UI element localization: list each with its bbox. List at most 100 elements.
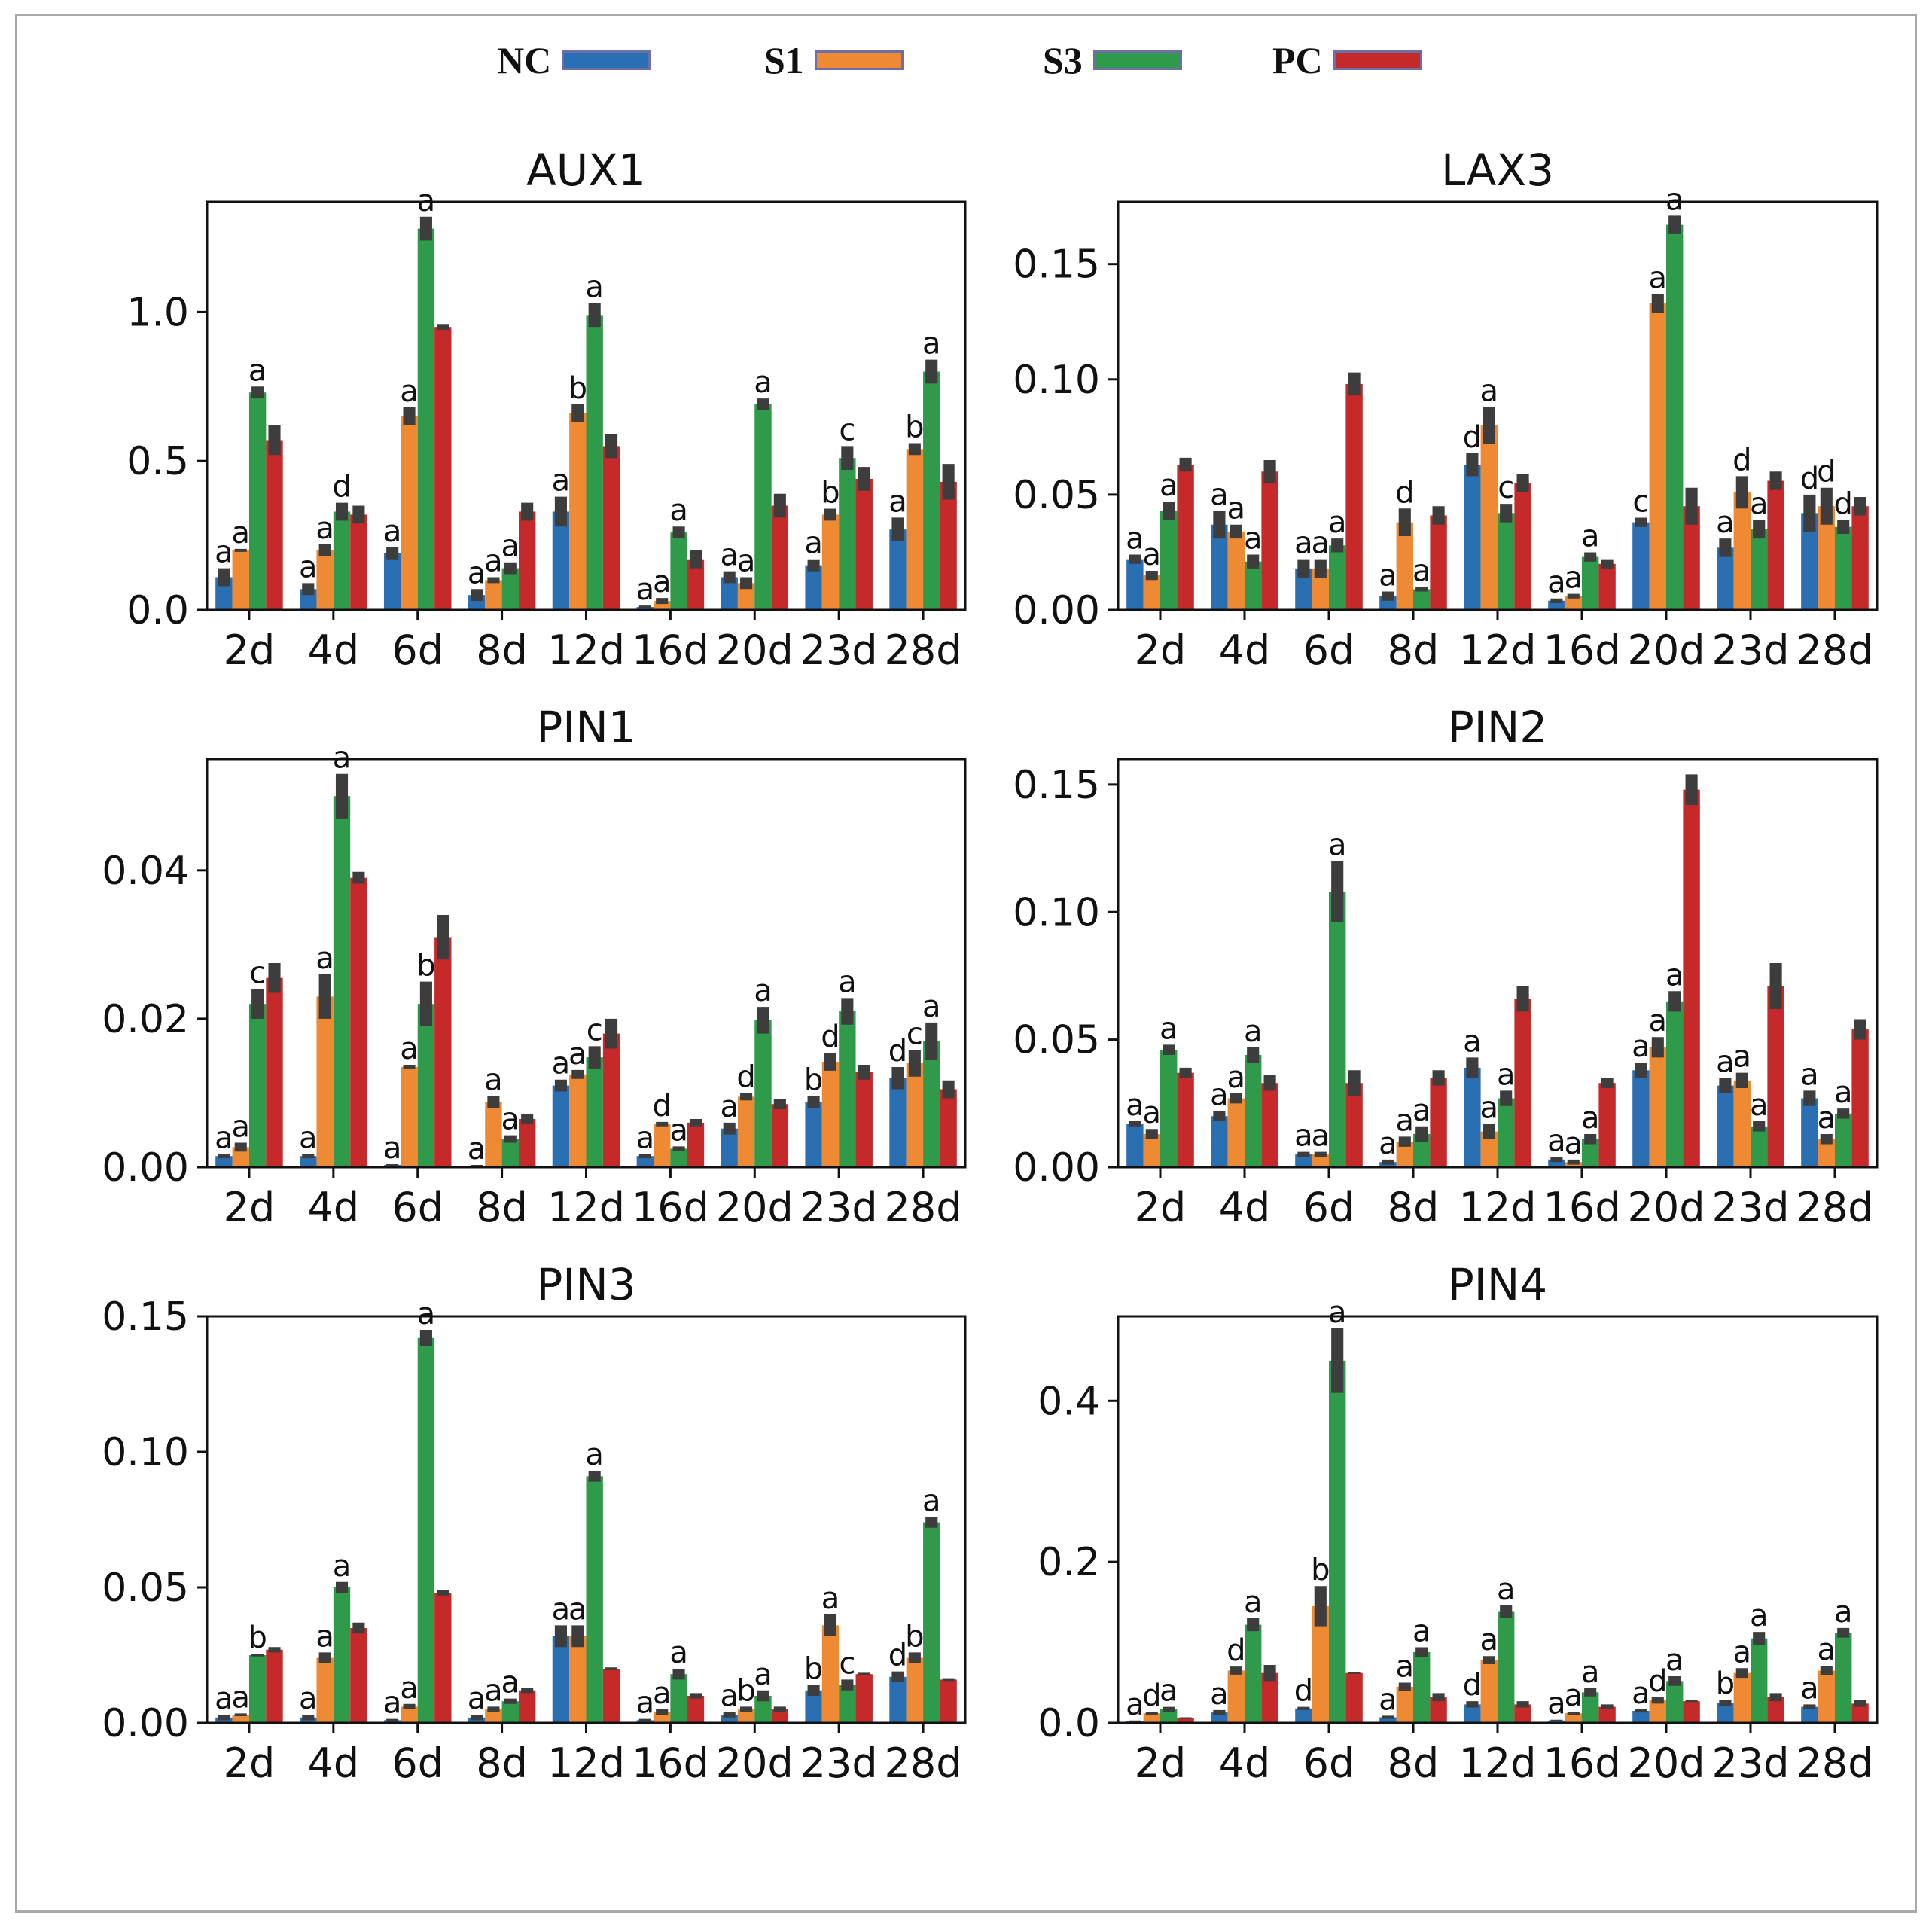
bar-pc-16d bbox=[687, 559, 705, 610]
bar-pc-2d bbox=[266, 1649, 283, 1723]
significance-letter: b bbox=[248, 1621, 267, 1655]
x-tick-label: 23d bbox=[800, 627, 878, 674]
bar-s3-20d bbox=[754, 1020, 772, 1167]
significance-letter: a bbox=[552, 1592, 571, 1627]
bar-s1-28d bbox=[1818, 506, 1835, 610]
significance-letter: a bbox=[568, 1592, 587, 1627]
bar-nc-28d bbox=[1801, 1706, 1818, 1723]
significance-letter: b bbox=[804, 1652, 823, 1687]
significance-letter: a bbox=[636, 1121, 655, 1155]
significance-letter: d bbox=[1648, 1664, 1667, 1699]
bar-s1-4d bbox=[1227, 531, 1245, 610]
bar-s3-6d bbox=[417, 1004, 435, 1167]
significance-letter: a bbox=[1160, 468, 1178, 503]
significance-letter: a bbox=[1818, 1633, 1836, 1667]
chart-title: AUX1 bbox=[526, 145, 646, 196]
significance-letter: b bbox=[804, 1063, 823, 1097]
y-tick-label: 0.04 bbox=[102, 849, 189, 894]
significance-letter: a bbox=[501, 1102, 520, 1137]
bar-s3-2d bbox=[248, 1655, 267, 1723]
significance-letter: a bbox=[1818, 1101, 1836, 1136]
significance-letter: d bbox=[1142, 1679, 1161, 1713]
bar-s3-8d bbox=[1413, 1133, 1431, 1167]
y-tick-label: 0.4 bbox=[1038, 1379, 1100, 1424]
significance-letter: a bbox=[1632, 1676, 1650, 1711]
bar-s1-6d bbox=[1312, 568, 1329, 610]
significance-letter: a bbox=[838, 965, 857, 999]
bar-s1-2d bbox=[232, 1147, 249, 1167]
bar-pc-28d bbox=[1851, 1029, 1869, 1167]
bar-s1-2d bbox=[1143, 575, 1160, 610]
bar-s1-28d bbox=[1818, 1139, 1835, 1167]
bar-s1-6d bbox=[401, 1066, 418, 1167]
bar-s1-20d bbox=[737, 1709, 755, 1723]
bar-s1-16d bbox=[1565, 596, 1582, 610]
significance-letter: a bbox=[552, 1047, 571, 1081]
bar-s3-23d bbox=[839, 458, 856, 610]
bar-pc-20d bbox=[771, 1104, 789, 1167]
bar-s3-23d bbox=[839, 1011, 856, 1167]
significance-letter: a bbox=[1126, 522, 1144, 556]
significance-letter: a bbox=[1565, 561, 1583, 596]
significance-letter: d bbox=[736, 1060, 755, 1094]
bar-s3-16d bbox=[670, 1148, 687, 1167]
bar-s3-16d bbox=[1582, 1139, 1599, 1167]
bar-s1-20d bbox=[1649, 1047, 1666, 1167]
x-tick-label: 2d bbox=[224, 1184, 276, 1231]
significance-letter: a bbox=[1547, 1124, 1566, 1158]
significance-letter: a bbox=[315, 511, 334, 546]
x-tick-label: 23d bbox=[1712, 1184, 1790, 1231]
significance-letter: a bbox=[1294, 526, 1313, 561]
significance-letter: a bbox=[1227, 1060, 1246, 1095]
significance-letter: a bbox=[1244, 1585, 1263, 1620]
significance-letter: c bbox=[1498, 471, 1514, 505]
significance-letter: a bbox=[1379, 1127, 1397, 1161]
bar-nc-28d bbox=[889, 1676, 907, 1723]
significance-letter: a bbox=[1649, 261, 1668, 295]
bar-nc-20d bbox=[1632, 1710, 1650, 1723]
bar-nc-12d bbox=[552, 1085, 570, 1167]
significance-letter: a bbox=[1750, 487, 1769, 522]
significance-letter: a bbox=[1632, 1029, 1650, 1064]
bar-s3-6d bbox=[417, 1337, 435, 1723]
bar-s3-8d bbox=[1413, 1651, 1431, 1723]
significance-letter: d bbox=[1227, 1633, 1245, 1668]
x-tick-label: 8d bbox=[476, 1739, 528, 1787]
bar-s1-4d bbox=[1227, 1670, 1245, 1723]
significance-letter: a bbox=[468, 1682, 486, 1716]
bar-s3-2d bbox=[248, 1004, 267, 1167]
bar-s3-20d bbox=[754, 1696, 772, 1723]
significance-letter: d bbox=[1732, 443, 1751, 477]
y-tick-label: 0.0 bbox=[1038, 1701, 1100, 1746]
bar-s1-23d bbox=[1733, 1672, 1751, 1723]
significance-letter: b bbox=[736, 1673, 755, 1708]
significance-letter: a bbox=[215, 535, 233, 570]
bar-s1-12d bbox=[1480, 425, 1498, 610]
bar-s1-28d bbox=[1818, 1670, 1835, 1723]
significance-letter: a bbox=[383, 514, 402, 549]
bar-s3-23d bbox=[839, 1685, 856, 1723]
significance-letter: a bbox=[1244, 522, 1263, 556]
significance-letter: d bbox=[1834, 487, 1853, 522]
legend-label-nc: NC bbox=[497, 39, 552, 81]
x-tick-label: 20d bbox=[1628, 627, 1705, 674]
bar-s1-16d bbox=[654, 1124, 671, 1167]
bar-s3-12d bbox=[586, 1057, 603, 1167]
significance-letter: c bbox=[587, 1013, 603, 1047]
y-tick-label: 0.15 bbox=[1013, 242, 1100, 288]
bar-nc-20d bbox=[1632, 1070, 1650, 1167]
significance-letter: a bbox=[1210, 477, 1229, 512]
bar-nc-20d bbox=[721, 1715, 738, 1723]
bar-nc-23d bbox=[805, 1690, 822, 1723]
bar-nc-8d bbox=[1379, 1717, 1397, 1723]
significance-letter: a bbox=[1716, 1044, 1735, 1079]
bar-pc-8d bbox=[1430, 1697, 1447, 1723]
legend-swatch-nc bbox=[562, 50, 651, 70]
significance-letter: a bbox=[1547, 1687, 1566, 1721]
bar-pc-20d bbox=[1683, 506, 1700, 610]
significance-letter: a bbox=[1649, 1004, 1668, 1038]
bar-s1-12d bbox=[569, 1074, 587, 1167]
y-tick-label: 0.00 bbox=[102, 1145, 189, 1191]
